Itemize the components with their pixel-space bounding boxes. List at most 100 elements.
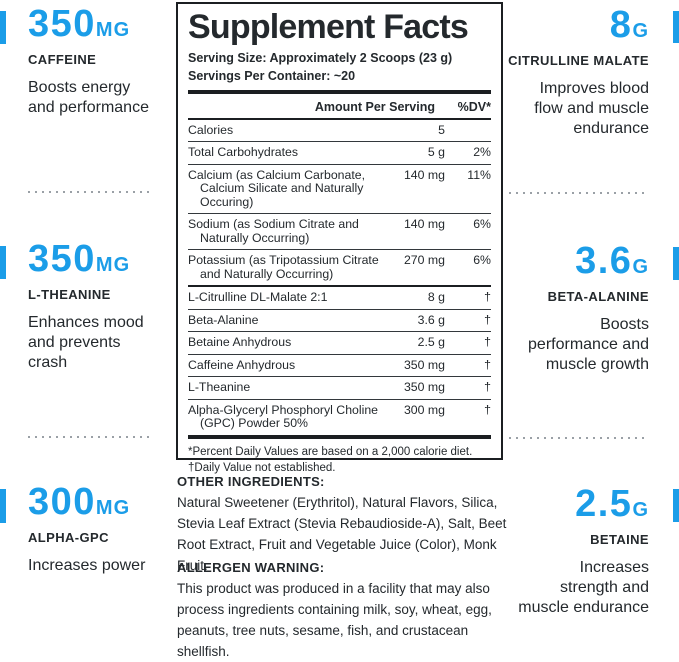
callout-citrulline-malate: 8G CITRULLINE MALATE Improves blood flow…: [497, 6, 649, 139]
servings-per-container: Servings Per Container: ~20: [188, 68, 356, 83]
facts-row: L-Citrulline DL-Malate 2:1 8 g †: [188, 285, 491, 309]
footnotes: *Percent Daily Values are based on a 2,0…: [188, 444, 491, 477]
amount-value: 8: [609, 4, 633, 46]
facts-row-name: Calories: [188, 122, 234, 137]
callout-ingredient-name: CAFFEINE: [28, 52, 97, 67]
facts-row: Calories 5: [188, 120, 491, 142]
facts-row-dv: 6%: [473, 217, 491, 232]
thick-rule: [188, 434, 491, 439]
callout-amount: 3.6G: [497, 242, 649, 280]
facts-row-amount: 140 mg: [403, 217, 445, 232]
callout-ingredient-name: L-THEANINE: [28, 287, 111, 302]
callout-ingredient-name: CITRULLINE MALATE: [508, 53, 649, 68]
dotted-separator: [28, 191, 154, 193]
facts-row-amount: 270 mg: [403, 253, 445, 268]
facts-row-dv: 11%: [467, 167, 491, 182]
facts-row: Potassium (as Tripotassium Citrate and N…: [188, 249, 491, 285]
amount-value: 3.6: [575, 240, 633, 282]
amount-value: 350: [28, 238, 96, 280]
callout-description: Increases power: [28, 557, 146, 574]
allergen-warning-section: ALLERGEN WARNING: This product was produ…: [177, 560, 513, 662]
facts-row-amount: 350 mg: [403, 357, 445, 372]
facts-row: Sodium (as Sodium Citrate and Naturally …: [188, 213, 491, 249]
facts-rows: Calories 5 Total Carbohydrates 5 g 2% Calcium…: [188, 120, 491, 435]
allergen-warning-heading: ALLERGEN WARNING:: [177, 560, 325, 575]
callout-description: Boosts performance and muscle growth: [528, 316, 649, 373]
callout-amount: 2.5G: [497, 485, 649, 523]
callout-description: Increases strength and muscle endurance: [518, 559, 649, 616]
header-percent-dv: %DV*: [457, 99, 491, 114]
callout-l-theanine: 350MG L-THEANINE Enhances mood and preve…: [28, 240, 170, 373]
amount-unit: MG: [95, 254, 131, 276]
facts-row-dv: †: [484, 335, 491, 350]
callout-amount: 350MG: [28, 240, 170, 278]
facts-row-name: Caffeine Anhydrous: [188, 357, 296, 372]
dotted-separator: [28, 436, 154, 438]
facts-row: L-Theanine 350 mg †: [188, 376, 491, 399]
callout-caffeine: 350MG CAFFEINE Boosts energy and perform…: [28, 5, 170, 118]
facts-row-dv: †: [484, 357, 491, 372]
amount-value: 350: [28, 3, 96, 45]
facts-row-name: Calcium (as Calcium Carbonate, Calcium S…: [188, 167, 366, 209]
right-edge-accent-bar: [673, 11, 679, 43]
amount-value: 2.5: [575, 483, 633, 525]
facts-row-name: Betaine Anhydrous: [188, 335, 292, 350]
facts-row: Betaine Anhydrous 2.5 g †: [188, 331, 491, 354]
facts-row-amount: 2.5 g: [417, 335, 445, 350]
callout-ingredient-name: BETAINE: [590, 532, 649, 547]
callout-amount: 350MG: [28, 5, 170, 43]
facts-row-dv: 6%: [473, 253, 491, 268]
medium-rule: [188, 117, 491, 120]
callout-description: Enhances mood and prevents crash: [28, 314, 144, 371]
facts-row-amount: 5: [438, 122, 445, 137]
right-edge-accent-bar: [673, 247, 679, 280]
left-edge-accent-bar: [0, 246, 6, 279]
panel-title: Supplement Facts: [188, 8, 469, 46]
facts-row-name: Sodium (as Sodium Citrate and Naturally …: [188, 217, 359, 245]
thick-rule: [188, 89, 491, 94]
facts-row-dv: †: [484, 290, 491, 305]
facts-row-amount: 5 g: [427, 145, 445, 160]
facts-row: Calcium (as Calcium Carbonate, Calcium S…: [188, 163, 491, 214]
facts-row-dv: 2%: [473, 145, 491, 160]
callout-beta-alanine: 3.6G BETA-ALANINE Boosts performance and…: [497, 242, 649, 375]
left-edge-accent-bar: [0, 11, 6, 44]
left-edge-accent-bar: [0, 489, 6, 523]
facts-header-row: Amount Per Serving %DV*: [188, 98, 491, 118]
callout-ingredient-name: ALPHA-GPC: [28, 530, 109, 545]
amount-value: 300: [28, 481, 96, 523]
dotted-separator: [509, 192, 649, 194]
callout-alpha-gpc: 300MG ALPHA-GPC Increases power: [28, 483, 170, 576]
facts-row-amount: 8 g: [427, 290, 445, 305]
callout-amount: 8G: [497, 6, 649, 44]
facts-row-amount: 300 mg: [403, 402, 445, 417]
amount-unit: G: [632, 20, 649, 42]
callout-description: Boosts energy and performance: [28, 79, 149, 116]
facts-row: Total Carbohydrates 5 g 2%: [188, 141, 491, 164]
facts-row: Caffeine Anhydrous 350 mg †: [188, 353, 491, 377]
facts-row: Beta-Alanine 3.6 g †: [188, 308, 491, 332]
facts-row-name: Potassium (as Tripotassium Citrate and N…: [188, 253, 379, 281]
footnote-daily-value: †Daily Value not established.: [188, 462, 336, 475]
facts-row: Alpha-Glyceryl Phosphoryl Choline (GPC) …: [188, 398, 491, 435]
supplement-facts-panel: Supplement Facts Serving Size: Approxima…: [176, 2, 503, 474]
serving-size: Serving Size: Approximately 2 Scoops (23…: [188, 50, 453, 65]
right-edge-accent-bar: [673, 489, 679, 522]
facts-row-dv: †: [484, 380, 491, 395]
dotted-separator: [509, 437, 649, 439]
facts-row-amount: 140 mg: [403, 167, 445, 182]
amount-unit: G: [632, 499, 649, 521]
facts-row-dv: †: [484, 402, 491, 417]
amount-unit: G: [632, 256, 649, 278]
callout-betaine: 2.5G BETAINE Increases strength and musc…: [497, 485, 649, 618]
facts-row-amount: 350 mg: [403, 380, 445, 395]
facts-row-amount: 3.6 g: [417, 312, 445, 327]
facts-row-name: Alpha-Glyceryl Phosphoryl Choline (GPC) …: [188, 402, 379, 431]
footnote-percent-dv: *Percent Daily Values are based on a 2,0…: [188, 445, 473, 458]
facts-row-name: Beta-Alanine: [188, 312, 259, 327]
other-ingredients-section: OTHER INGREDIENTS: Natural Sweetener (Er…: [177, 474, 513, 576]
other-ingredients-body: Natural Sweetener (Erythritol), Natural …: [177, 495, 507, 573]
callout-ingredient-name: BETA-ALANINE: [547, 289, 649, 304]
facts-row-name: L-Citrulline DL-Malate 2:1: [188, 290, 328, 305]
amount-unit: MG: [95, 19, 131, 41]
